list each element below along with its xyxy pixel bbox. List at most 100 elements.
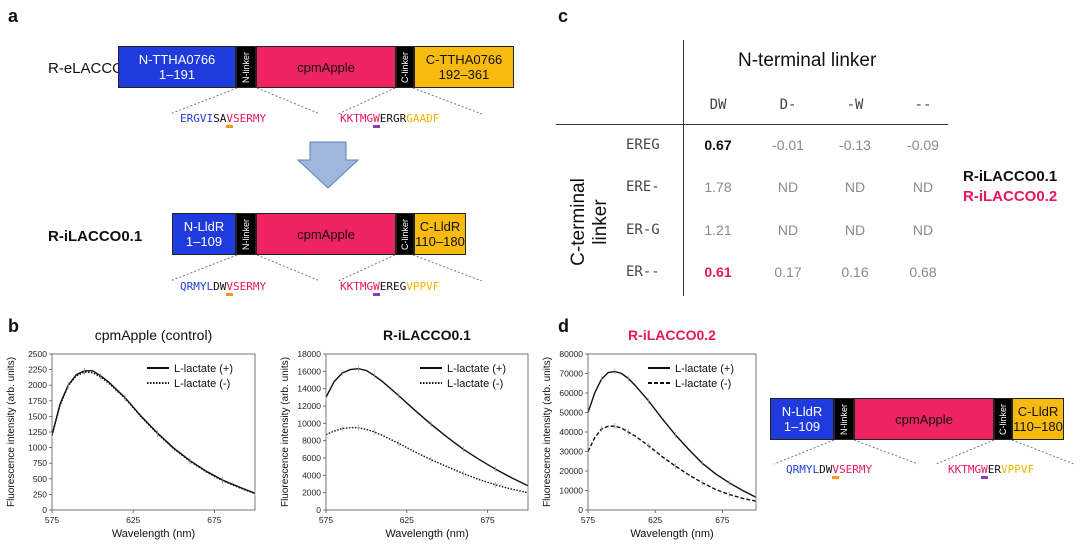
series-line-1 [587, 425, 757, 502]
sequence-fragment: V [226, 112, 233, 128]
x-axis-label: Wavelength (nm) [112, 528, 195, 540]
y-tick-label: 10000 [559, 486, 583, 496]
c-linker-segment: C-linker [396, 213, 414, 255]
table-row-label: EREG [626, 137, 660, 153]
construct-name-r-ilacco01: R-iLACCO0.1 [48, 228, 143, 245]
table-column-header: -W [846, 97, 864, 113]
table-cell: 0.67 [704, 137, 732, 153]
c-linker-segment: C-linker [396, 46, 414, 88]
y-tick-label: 6000 [302, 453, 321, 463]
sequence-right-1: KKTMGWERGRGAADF [340, 112, 439, 128]
sequence-fragment: SERMY [233, 112, 267, 125]
table-cell: ND [844, 222, 866, 238]
table-cell: ND [777, 179, 799, 195]
chart-title: cpmApple (control) [95, 327, 213, 343]
sequence-fragment: KKTMG [948, 463, 982, 476]
x-tick-label: 675 [207, 515, 221, 525]
table-row-axis-label: C-terminal linker [568, 178, 611, 266]
table-column-header: DW [709, 97, 727, 113]
table-cell: ND [777, 222, 799, 238]
n-domain-segment: N-LldR 1–109 [172, 213, 236, 255]
n-linker-segment: N-linker [236, 46, 256, 88]
x-axis-label: Wavelength (nm) [630, 528, 713, 540]
y-tick-label: 0 [42, 505, 47, 515]
y-tick-label: 1000 [28, 443, 47, 453]
n-domain-segment: N-TTHA0766 1–191 [118, 46, 236, 88]
sequence-fragment: KKTMG [340, 112, 374, 125]
x-tick-label: 625 [648, 515, 662, 525]
table-vertical-divider [683, 40, 684, 296]
y-tick-label: 500 [33, 474, 47, 484]
table-cell: ND [912, 222, 934, 238]
series-line-1 [51, 371, 256, 495]
table-cell: 0.61 [704, 264, 732, 280]
legend-label: L-lactate (+) [447, 363, 506, 375]
sequence-fragment: QRMYL [786, 463, 820, 476]
sequence-fragment: ERGVI [180, 112, 214, 125]
series-line-1 [325, 426, 529, 494]
panel-letter-b: b [8, 316, 19, 336]
construct-name-r-elacco1: R-eLACCO1 [48, 60, 133, 77]
sequence-left-3: QRMYLDWVSERMY [786, 463, 872, 479]
y-tick-label: 20000 [559, 466, 583, 476]
chart-r-ilacco02: R-iLACCO0.2 0 10000 20000 30000 40000 50000 600… [542, 327, 757, 540]
table-column-header: D- [779, 97, 797, 113]
sequence-fragment: QRMYL [180, 280, 214, 293]
y-tick-label: 80000 [559, 349, 583, 359]
y-tick-label: 1250 [28, 427, 47, 437]
sequence-fragment: W [373, 112, 380, 128]
construct-bar-r-ilacco02: N-LldR 1–109 N-linker cpmApple C-linker … [770, 398, 1064, 440]
legend-label: L-lactate (-) [447, 378, 503, 390]
legend-label: L-lactate (-) [675, 378, 731, 390]
c-linker-segment: C-linker [994, 398, 1012, 440]
sequence-fragment: DW [213, 280, 227, 293]
construct-bar-r-ilacco01: N-LldR 1–109 N-linker cpmApple C-linker … [172, 213, 466, 255]
table-cell: ND [844, 179, 866, 195]
sequence-fragment: W [373, 280, 380, 296]
table-row-label: ER-G [626, 222, 660, 238]
sequence-fragment: V [832, 463, 839, 479]
legend-label: L-lactate (-) [174, 378, 230, 390]
y-tick-label: 2000 [28, 380, 47, 390]
c-domain-segment: C-LldR 110–180 [414, 213, 466, 255]
chart-cpmapple-control: cpmApple (control) 0 250 500 750 1000 1250 1500… [6, 327, 256, 540]
x-tick-label: 675 [481, 515, 495, 525]
y-axis-label: Fluorescence intensity (arb. units) [280, 357, 291, 507]
table-header-n-terminal-linker: N-terminal linker [738, 50, 877, 71]
legend-label: L-lactate (+) [174, 363, 233, 375]
y-tick-label: 10000 [297, 418, 321, 428]
sequence-fragment: SA [213, 112, 227, 125]
y-tick-label: 0 [316, 505, 321, 515]
sequence-fragment: EREG [379, 280, 407, 293]
n-linker-segment: N-linker [236, 213, 256, 255]
sequence-fragment: ERGR [379, 112, 407, 125]
sequence-fragment: VPPVF [406, 280, 440, 293]
sequence-left-2: QRMYLDWVSERMY [180, 280, 266, 296]
y-tick-label: 18000 [297, 349, 321, 359]
table-cell: -0.01 [772, 137, 804, 153]
table-cell: 1.78 [704, 179, 732, 195]
y-tick-label: 4000 [302, 470, 321, 480]
chart-r-ilacco01: R-iLACCO0.1 0 2000 4000 6000 8000 10000 12000 14… [280, 327, 529, 540]
sequence-callout-lines-2 [169, 255, 483, 282]
y-tick-label: 8000 [302, 436, 321, 446]
y-tick-label: 12000 [297, 401, 321, 411]
x-tick-label: 675 [715, 515, 729, 525]
construct-bar-r-elacco1: N-TTHA0766 1–191 N-linker cpmApple C-lin… [118, 46, 514, 88]
table-cell: 0.17 [774, 264, 802, 280]
sequence-right-3: KKTMGWERVPPVF [948, 463, 1034, 479]
table-cell: 1.21 [704, 222, 732, 238]
x-axis-label: Wavelength (nm) [385, 528, 468, 540]
x-tick-label: 625 [126, 515, 140, 525]
panel-letter-a: a [8, 6, 19, 26]
table-row-label: ER-- [626, 264, 660, 280]
y-tick-label: 14000 [297, 384, 321, 394]
sequence-callout-lines-1 [169, 88, 483, 115]
y-axis-label: Fluorescence intensity (arb. units) [6, 357, 17, 507]
c-domain-segment: C-TTHA0766 192–361 [414, 46, 514, 88]
legend-r-ilacco01: R-iLACCO0.1 [963, 168, 1058, 185]
x-tick-label: 625 [400, 515, 414, 525]
sequence-fragment: KKTMG [340, 280, 374, 293]
sequence-fragment: ER [987, 463, 1001, 476]
n-linker-segment: N-linker [834, 398, 854, 440]
